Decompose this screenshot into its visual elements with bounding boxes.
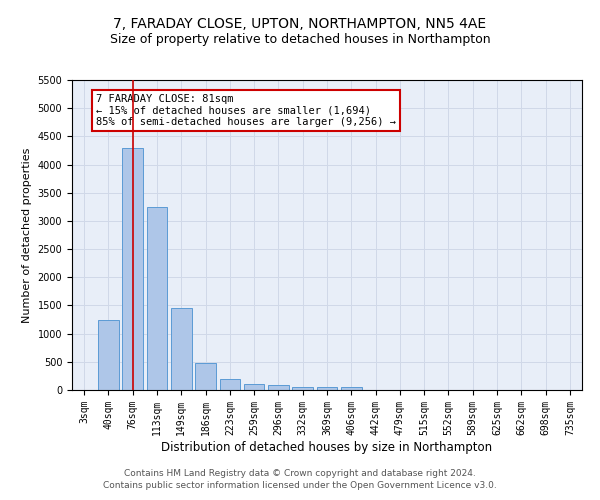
Y-axis label: Number of detached properties: Number of detached properties bbox=[22, 148, 32, 322]
Text: 7 FARADAY CLOSE: 81sqm
← 15% of detached houses are smaller (1,694)
85% of semi-: 7 FARADAY CLOSE: 81sqm ← 15% of detached… bbox=[96, 94, 396, 128]
Text: Contains public sector information licensed under the Open Government Licence v3: Contains public sector information licen… bbox=[103, 481, 497, 490]
Bar bbox=[268, 386, 289, 390]
Bar bbox=[146, 207, 167, 390]
Text: Contains HM Land Registry data © Crown copyright and database right 2024.: Contains HM Land Registry data © Crown c… bbox=[124, 468, 476, 477]
Bar bbox=[244, 384, 265, 390]
Bar bbox=[220, 378, 240, 390]
Bar bbox=[292, 386, 313, 390]
X-axis label: Distribution of detached houses by size in Northampton: Distribution of detached houses by size … bbox=[161, 440, 493, 454]
Bar bbox=[122, 148, 143, 390]
Bar bbox=[317, 387, 337, 390]
Bar bbox=[171, 308, 191, 390]
Bar bbox=[98, 320, 119, 390]
Text: Size of property relative to detached houses in Northampton: Size of property relative to detached ho… bbox=[110, 32, 490, 46]
Bar bbox=[341, 387, 362, 390]
Bar bbox=[195, 363, 216, 390]
Text: 7, FARADAY CLOSE, UPTON, NORTHAMPTON, NN5 4AE: 7, FARADAY CLOSE, UPTON, NORTHAMPTON, NN… bbox=[113, 18, 487, 32]
